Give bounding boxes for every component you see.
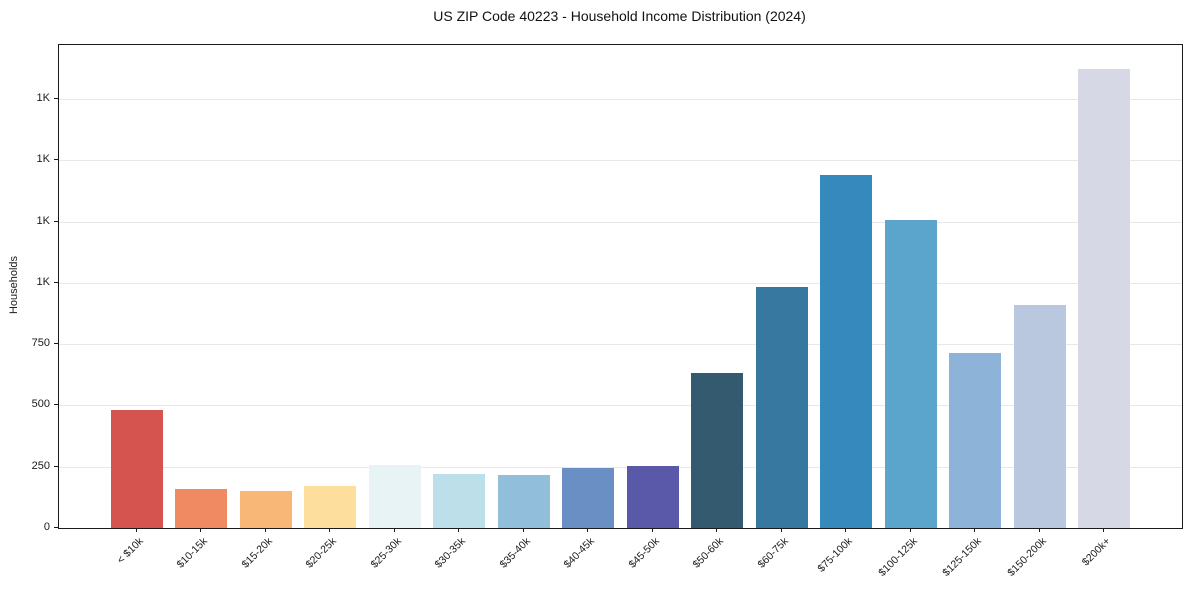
bar: [175, 488, 228, 528]
x-tick-mark: [909, 528, 911, 532]
bar: [497, 475, 550, 528]
y-tick-label: 0: [43, 521, 50, 533]
bar: [239, 490, 292, 528]
x-tick-label: < $10k: [114, 535, 146, 567]
bar: [820, 175, 873, 528]
y-tick-mark: [54, 159, 58, 161]
y-tick-label: 750: [31, 337, 50, 350]
y-tick-mark: [54, 343, 58, 345]
bar: [562, 468, 615, 528]
plot-area: [58, 44, 1183, 529]
gridline: [59, 160, 1182, 162]
y-tick-mark: [54, 465, 58, 467]
x-tick-mark: [458, 528, 460, 532]
bar: [949, 353, 1002, 528]
bar: [110, 409, 163, 528]
x-tick-mark: [587, 528, 589, 532]
gridline: [59, 405, 1182, 407]
bar: [304, 486, 357, 528]
bar: [1078, 69, 1131, 528]
bar: [626, 465, 679, 528]
y-tick-mark: [54, 527, 58, 528]
gridline: [59, 466, 1182, 468]
y-tick-mark: [54, 404, 58, 406]
x-tick-mark: [845, 528, 847, 532]
gridline: [59, 221, 1182, 223]
x-tick-mark: [264, 528, 266, 532]
gridline: [59, 282, 1182, 284]
y-tick-mark: [54, 281, 58, 283]
x-tick-mark: [200, 528, 202, 532]
x-tick-mark: [780, 528, 782, 532]
y-tick-label: 1K: [36, 275, 50, 288]
x-tick-mark: [1038, 528, 1040, 532]
bar: [368, 465, 421, 528]
gridline: [59, 98, 1182, 100]
x-tick-mark: [651, 528, 653, 532]
gridline: [59, 344, 1182, 346]
y-tick-label: 1K: [36, 91, 50, 104]
bar: [691, 373, 744, 528]
y-tick-label: 250: [31, 459, 50, 472]
y-tick-label: 500: [31, 398, 50, 411]
y-tick-mark: [54, 220, 58, 222]
chart-title: US ZIP Code 40223 - Household Income Dis…: [433, 8, 806, 24]
y-tick-label: 1K: [36, 153, 50, 166]
bar: [755, 286, 808, 528]
x-tick-mark: [135, 528, 137, 532]
x-tick-mark: [1103, 528, 1105, 532]
bar: [884, 220, 937, 528]
y-tick-label: 1K: [36, 214, 50, 227]
x-tick-mark: [393, 528, 395, 532]
x-tick-mark: [329, 528, 331, 532]
y-tick-mark: [54, 97, 58, 99]
x-tick-mark: [716, 528, 718, 532]
bar: [1013, 305, 1066, 528]
bar: [433, 474, 486, 528]
x-tick-mark: [522, 528, 524, 532]
x-tick-mark: [974, 528, 976, 532]
